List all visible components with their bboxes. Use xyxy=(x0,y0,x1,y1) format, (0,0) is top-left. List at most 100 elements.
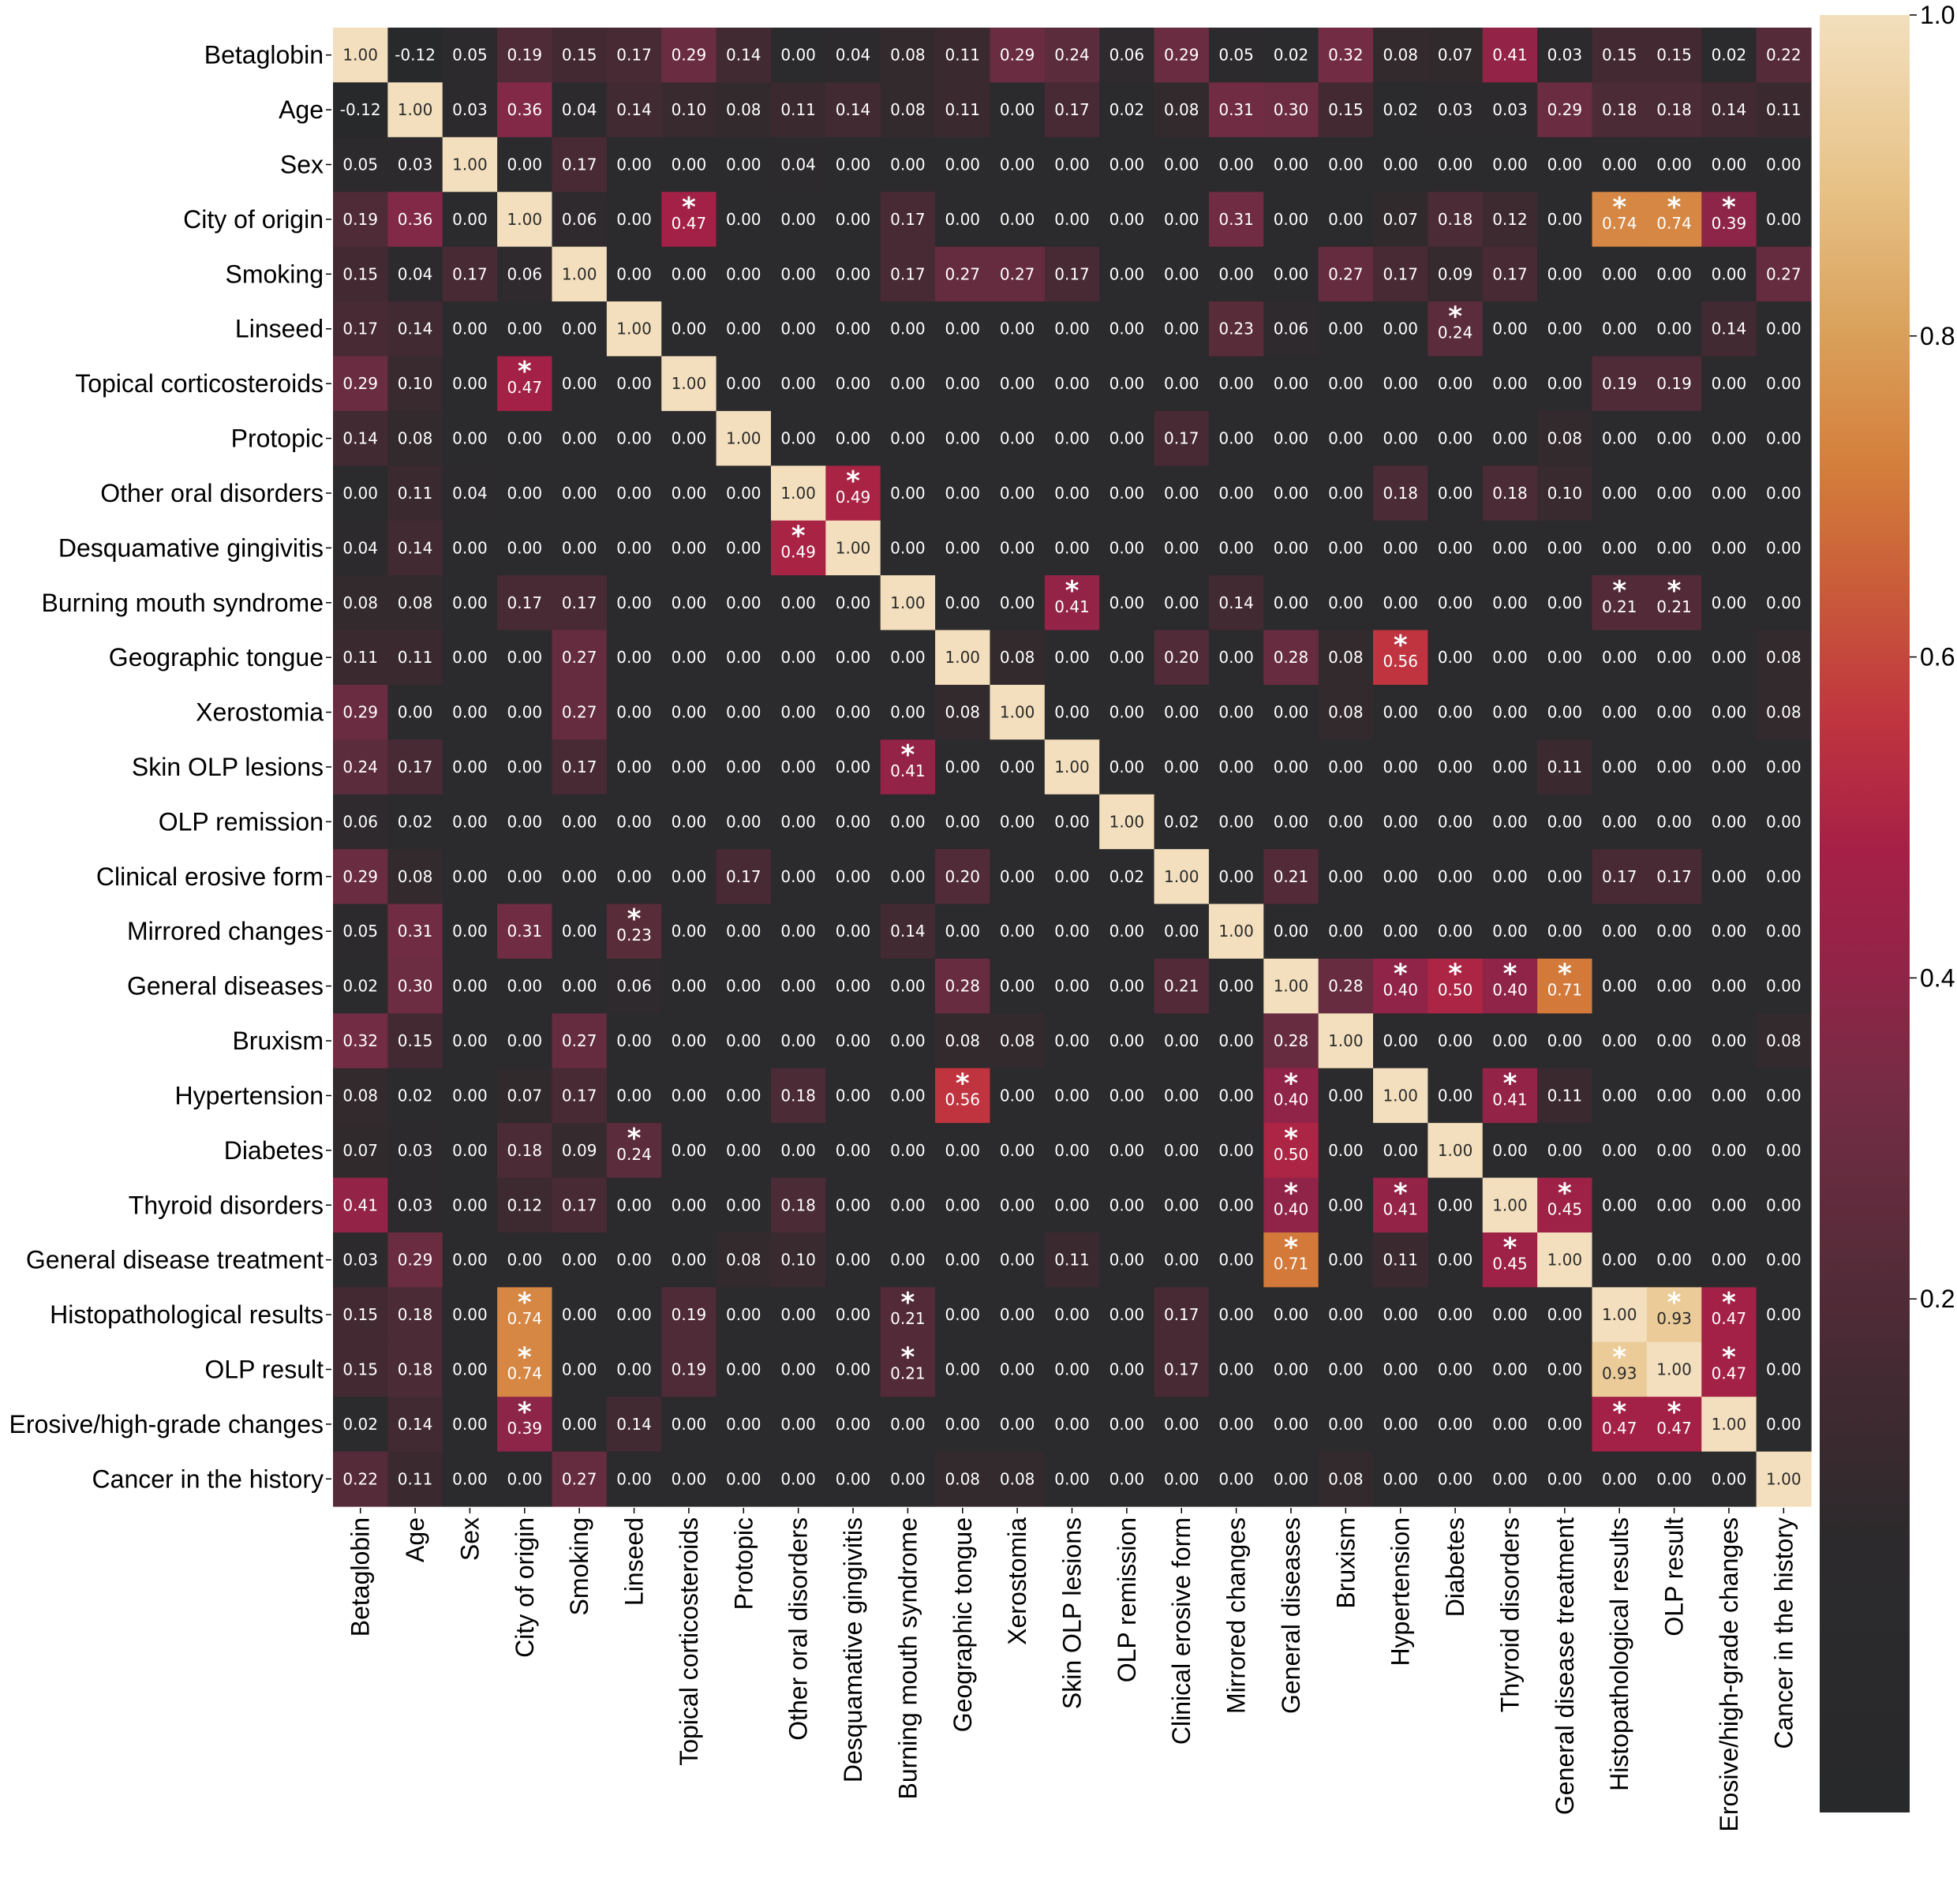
cell-value-label: 0.00 xyxy=(616,429,652,448)
cell-value-label: 0.00 xyxy=(1054,1031,1090,1050)
cell-value-label: 1.00 xyxy=(780,484,816,503)
cell-value-label: 0.00 xyxy=(452,757,488,776)
cell-rect xyxy=(387,958,443,1014)
heatmap-cell: 0.00 xyxy=(1756,903,1812,959)
heatmap-cell: 0.00 xyxy=(387,684,443,740)
cell-rect xyxy=(497,301,553,357)
cell-rect xyxy=(1756,301,1812,357)
heatmap-cell: 0.24* xyxy=(606,1123,662,1179)
cell-rect xyxy=(1208,520,1264,576)
cell-value-label: 0.10 xyxy=(672,100,707,119)
cell-rect xyxy=(990,520,1046,576)
cell-rect xyxy=(1537,1341,1593,1397)
heatmap-cell: 0.00 xyxy=(606,520,662,576)
cell-value-label: 0.14 xyxy=(342,429,378,448)
cell-rect xyxy=(1592,246,1648,302)
heatmap-cell: 0.24* xyxy=(1428,301,1484,357)
heatmap-cell: 0.00 xyxy=(497,301,553,357)
heatmap-cell: 0.14 xyxy=(716,28,772,84)
cell-value-label: 0.14 xyxy=(1218,593,1254,612)
heatmap-cell: -0.12 xyxy=(333,82,388,138)
heatmap-cell: 0.00 xyxy=(1646,958,1702,1014)
cell-value-label: 0.00 xyxy=(672,320,707,339)
cell-rect xyxy=(552,630,608,686)
cell-value-label: 0.00 xyxy=(1328,757,1364,776)
cell-rect xyxy=(1099,1013,1155,1069)
cell-value-label: 0.00 xyxy=(1438,922,1473,941)
cell-rect xyxy=(770,1451,826,1507)
cell-value-label: 0.00 xyxy=(1000,538,1035,557)
heatmap-cell: 0.00 xyxy=(1592,958,1648,1014)
heatmap-cell: 0.00 xyxy=(661,1068,717,1124)
cell-value-label: 0.00 xyxy=(452,703,488,722)
cell-value-label: 0.41 xyxy=(1492,46,1528,65)
cell-rect xyxy=(1482,958,1538,1014)
cell-rect xyxy=(1154,575,1210,631)
heatmap-cell: 0.00 xyxy=(880,1232,936,1288)
cell-value-label: 0.15 xyxy=(1656,46,1692,65)
cell-rect xyxy=(661,1451,717,1507)
heatmap-cell: 0.27 xyxy=(1756,246,1812,302)
cell-value-label: 0.10 xyxy=(1547,484,1583,503)
heatmap-cell: 0.00 xyxy=(716,794,772,850)
heatmap-cell: 0.00 xyxy=(1208,1287,1264,1343)
cell-rect xyxy=(1482,301,1538,357)
cell-rect xyxy=(552,137,608,193)
heatmap-cell: 0.00 xyxy=(935,466,991,522)
heatmap-cell: 0.00 xyxy=(552,794,608,850)
heatmap-cell: 0.00 xyxy=(497,466,553,522)
cell-rect xyxy=(1099,630,1155,686)
heatmap-cell: 0.00 xyxy=(1482,1341,1538,1397)
cell-rect xyxy=(1537,684,1593,740)
cell-value-label: 0.17 xyxy=(890,210,926,229)
cell-rect xyxy=(1537,192,1593,248)
heatmap-cell: 0.00 xyxy=(1154,192,1210,248)
cell-rect xyxy=(606,1123,662,1179)
cell-value-label: 0.00 xyxy=(945,210,980,229)
cell-rect xyxy=(880,1397,936,1453)
heatmap-cell: 0.00 xyxy=(770,1287,826,1343)
cell-rect xyxy=(1263,1232,1319,1288)
cell-value-label: 0.14 xyxy=(1712,320,1747,339)
cell-value-label: 0.00 xyxy=(1054,210,1090,229)
heatmap-cell: 0.00 xyxy=(497,794,553,850)
heatmap-cell: 0.47* xyxy=(1592,1397,1648,1453)
cell-rect xyxy=(497,1232,553,1288)
heatmap-cell: 0.00 xyxy=(661,630,717,686)
heatmap-cell: 0.17 xyxy=(1646,849,1702,905)
cell-value-label: 0.00 xyxy=(672,1141,707,1160)
cell-rect xyxy=(716,137,772,193)
cell-value-label: 0.00 xyxy=(1000,977,1035,996)
cell-value-label: 0.00 xyxy=(1766,1141,1802,1160)
cell-value-label: 0.00 xyxy=(1492,1360,1528,1378)
cell-value-label: 0.11 xyxy=(342,648,378,667)
cell-rect xyxy=(1646,1068,1702,1124)
cell-value-label: 0.00 xyxy=(836,1251,871,1270)
cell-rect xyxy=(1646,684,1702,740)
cell-value-label: 1.00 xyxy=(1000,703,1035,722)
cell-value-label: 0.19 xyxy=(1656,374,1692,393)
heatmap-cell: 0.00 xyxy=(1373,1287,1429,1343)
cell-rect xyxy=(1099,1068,1155,1124)
cell-value-label: 0.14 xyxy=(398,538,433,557)
cell-rect xyxy=(387,1013,443,1069)
cell-rect xyxy=(880,1232,936,1288)
cell-rect xyxy=(1482,849,1538,905)
heatmap-cell: 0.00 xyxy=(661,958,717,1014)
heatmap-cell: 0.00 xyxy=(1482,1123,1538,1179)
cell-value-label: 0.00 xyxy=(836,757,871,776)
heatmap-cell: 0.24 xyxy=(333,739,388,795)
cell-value-label: 0.00 xyxy=(452,648,488,667)
cell-value-label: 0.08 xyxy=(398,593,433,612)
heatmap-cell: 0.00 xyxy=(1428,520,1484,576)
cell-value-label: 0.00 xyxy=(1602,648,1637,667)
heatmap-cell: 0.00 xyxy=(1318,1232,1374,1288)
cell-rect xyxy=(1208,356,1264,412)
heatmap-cell: 0.10 xyxy=(661,82,717,138)
cell-rect xyxy=(1099,466,1155,522)
heatmap-cell: 0.00 xyxy=(442,794,498,850)
cell-rect xyxy=(552,28,608,84)
heatmap-cell: 0.00 xyxy=(1208,1341,1264,1397)
heatmap-cell: 0.18 xyxy=(770,1068,826,1124)
cell-rect xyxy=(990,684,1046,740)
